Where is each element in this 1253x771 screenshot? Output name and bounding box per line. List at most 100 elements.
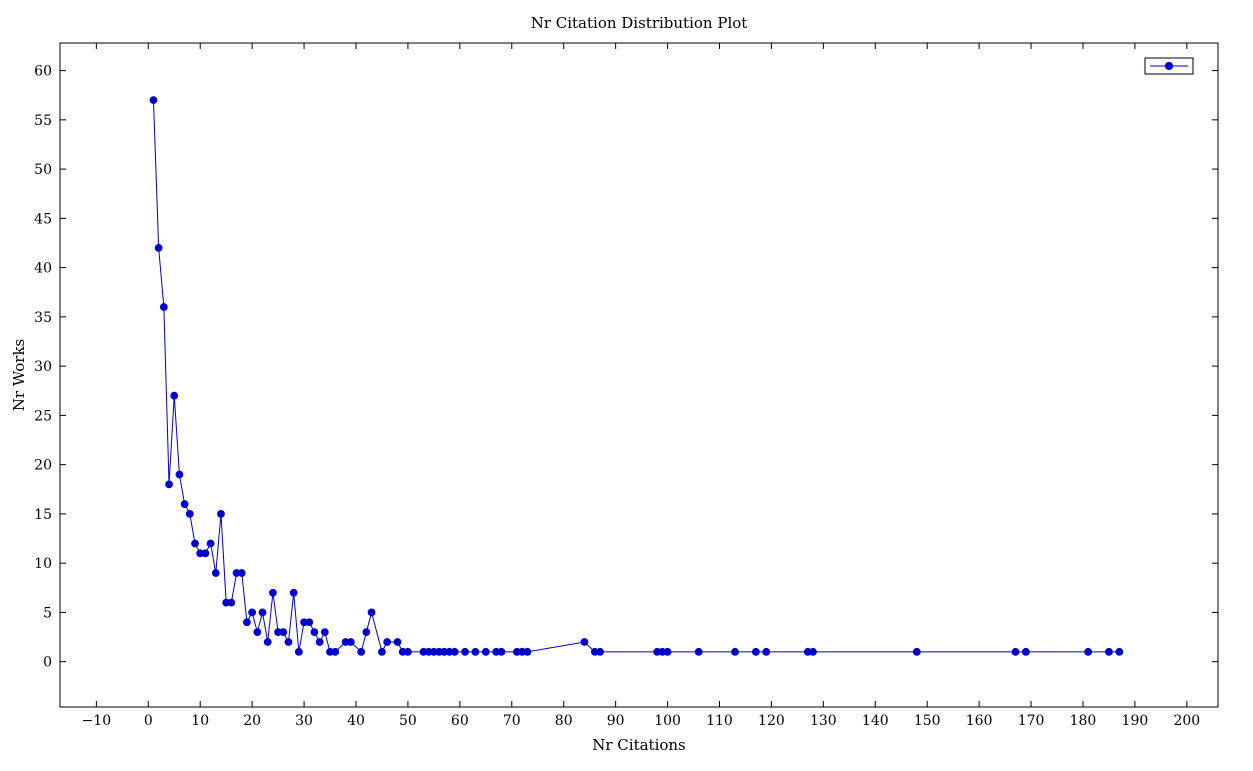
data-point	[663, 647, 672, 656]
data-point	[1011, 647, 1020, 656]
data-point	[580, 638, 589, 646]
y-tick-label: 50	[34, 162, 52, 178]
legend	[1144, 57, 1194, 75]
data-point	[180, 500, 189, 508]
data-point	[731, 647, 739, 656]
x-tick-label: 40	[347, 713, 365, 729]
data-point	[357, 647, 366, 656]
data-point	[362, 628, 371, 637]
data-point	[269, 588, 277, 597]
data-point	[762, 647, 771, 656]
data-point	[248, 608, 257, 617]
data-point	[237, 569, 246, 577]
x-tick-label: 90	[607, 713, 625, 729]
y-tick-label: 60	[34, 64, 52, 80]
x-tick-label: 160	[966, 713, 993, 729]
x-tick-label: 0	[144, 713, 153, 729]
data-point	[367, 608, 376, 617]
x-tick-label: 80	[555, 713, 573, 729]
x-tick-label: 180	[1070, 713, 1097, 729]
x-tick-label: 190	[1122, 713, 1149, 729]
y-tick-label: 15	[34, 507, 52, 523]
x-tick-label: 130	[810, 713, 837, 729]
data-point	[170, 391, 179, 400]
data-point	[481, 647, 490, 656]
data-point	[191, 539, 199, 548]
data-point	[227, 598, 236, 607]
x-tick-label: 200	[1173, 713, 1200, 729]
data-point	[378, 647, 386, 656]
data-point	[346, 638, 355, 646]
data-point	[201, 549, 210, 558]
data-point	[1084, 647, 1093, 656]
data-point	[912, 647, 921, 656]
data-point	[320, 628, 329, 637]
data-point	[294, 647, 303, 656]
data-point	[149, 96, 158, 105]
y-tick-label: 45	[34, 211, 52, 227]
data-point	[1021, 647, 1030, 656]
x-tick-label: 10	[191, 713, 209, 729]
data-point	[263, 638, 272, 646]
data-point	[258, 608, 267, 617]
y-axis-label: Nr Works	[10, 339, 28, 411]
x-tick-label: 20	[243, 713, 261, 729]
data-point	[206, 539, 215, 548]
y-tick-label: 40	[34, 261, 52, 277]
data-point	[751, 647, 760, 656]
series-layer	[149, 96, 1124, 656]
data-point	[383, 638, 392, 646]
x-tick-label: 70	[503, 713, 521, 729]
data-point	[284, 638, 293, 646]
data-point	[289, 588, 298, 597]
x-tick-label: 50	[399, 713, 417, 729]
y-tick-label: 5	[43, 605, 52, 621]
data-point	[159, 303, 168, 311]
x-tick-label: −10	[82, 713, 112, 729]
data-point	[1115, 647, 1124, 656]
data-point	[310, 628, 319, 637]
data-point	[165, 480, 173, 489]
y-tick-label: 55	[34, 113, 52, 129]
x-axis-label: Nr Citations	[592, 736, 686, 754]
data-point	[185, 510, 194, 518]
data-point	[279, 628, 288, 637]
data-point	[331, 647, 340, 656]
data-point	[315, 638, 324, 646]
data-point	[393, 638, 402, 646]
data-point	[404, 647, 412, 656]
data-point	[154, 244, 163, 252]
data-point	[497, 647, 506, 656]
x-tick-label: 170	[1018, 713, 1045, 729]
plot-frame	[59, 42, 1219, 708]
x-tick-label: 110	[706, 713, 733, 729]
x-tick-label: 140	[862, 713, 889, 729]
axis-ticks: −10 0 10 20 30 40 50 60 70 80 90 100 110 120 130 140 150…	[34, 43, 1218, 729]
y-tick-label: 25	[34, 408, 52, 424]
data-point	[450, 647, 459, 656]
legend-marker	[1164, 61, 1174, 71]
data-point	[809, 647, 817, 656]
data-point	[305, 618, 314, 627]
y-tick-label: 30	[34, 359, 52, 375]
x-tick-label: 60	[451, 713, 469, 729]
data-point	[596, 647, 604, 656]
data-point	[175, 470, 184, 479]
y-tick-label: 20	[34, 458, 52, 474]
data-point	[243, 618, 251, 627]
data-point	[471, 647, 480, 656]
x-tick-label: 30	[295, 713, 313, 729]
series-line	[152, 100, 1120, 654]
x-tick-label: 120	[758, 713, 785, 729]
y-tick-label: 10	[34, 556, 52, 572]
data-point	[217, 510, 225, 518]
x-tick-label: 150	[914, 713, 941, 729]
y-tick-label: 35	[34, 310, 52, 326]
chart-title: Nr Citation Distribution Plot	[531, 14, 748, 32]
data-point	[461, 647, 469, 656]
y-tick-label: 0	[43, 655, 52, 671]
data-point	[1105, 647, 1113, 656]
data-point	[253, 628, 262, 637]
data-point	[211, 569, 220, 577]
